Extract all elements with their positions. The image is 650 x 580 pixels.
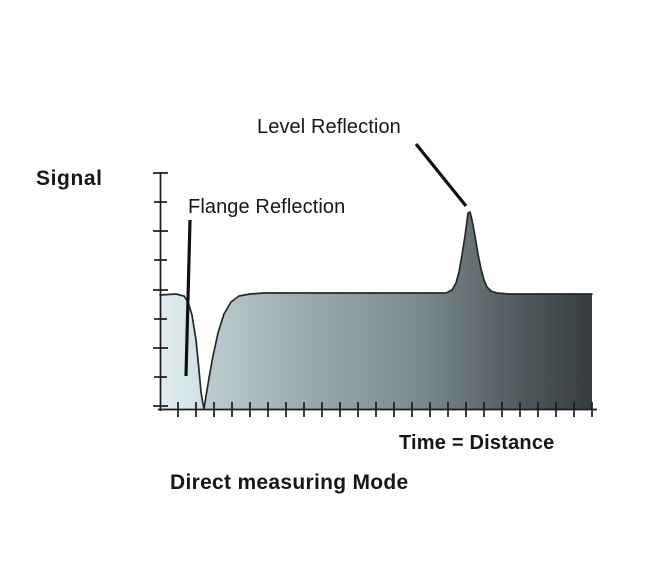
level-reflection-label: Level Reflection [257, 116, 401, 138]
flange-reflection-pointer [184, 219, 192, 377]
y-axis-label: Signal [36, 167, 103, 190]
x-axis-ticks [177, 402, 593, 417]
signal-trace-group [159, 211, 593, 410]
x-axis-label: Time = Distance [399, 432, 555, 454]
flange-reflection-label: Flange Reflection [188, 196, 346, 218]
main-echo-area [204, 212, 592, 409]
chart-axes [153, 172, 597, 417]
level-reflection-pointer [414, 142, 468, 208]
figure-caption: Direct measuring Mode [170, 471, 409, 494]
y-axis-ticks [153, 172, 168, 407]
signal-outline [159, 211, 593, 410]
